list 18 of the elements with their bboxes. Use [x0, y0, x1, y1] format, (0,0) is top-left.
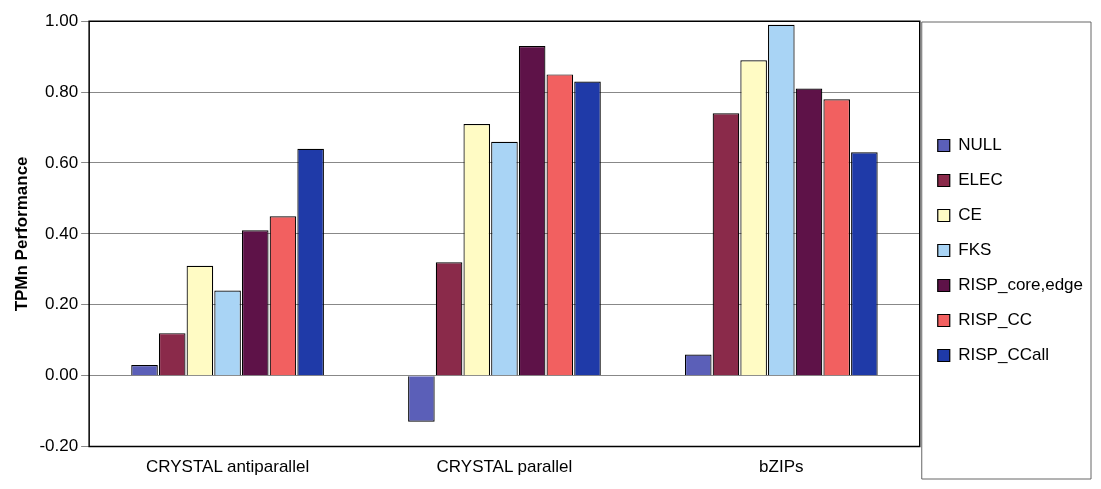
- legend-label: CE: [958, 205, 982, 225]
- y-tick-label: 0.60: [45, 152, 79, 172]
- legend-label: RISP_CCall: [958, 345, 1049, 365]
- x-tick-label: bZIPs: [759, 457, 804, 477]
- y-tick-label: -0.20: [39, 436, 79, 456]
- x-tick-label: CRYSTAL parallel: [436, 457, 573, 477]
- y-axis-title: TPMn Performance: [11, 156, 31, 312]
- legend-label: FKS: [958, 240, 992, 260]
- legend-label: RISP_core,edge: [958, 275, 1084, 295]
- y-tick-label: 0.80: [45, 81, 79, 101]
- legend-label: NULL: [958, 135, 1002, 155]
- legend-label: ELEC: [958, 170, 1003, 190]
- x-tick-label: CRYSTAL antiparallel: [146, 457, 310, 477]
- y-tick-label: 0.00: [45, 365, 79, 385]
- y-tick-label: 1.00: [45, 10, 79, 30]
- y-tick-label: 0.40: [45, 223, 79, 243]
- y-tick-label: 0.20: [45, 294, 79, 314]
- legend-label: RISP_CC: [958, 310, 1032, 330]
